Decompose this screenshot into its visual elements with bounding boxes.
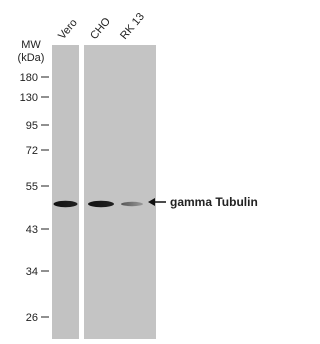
marker-label: 34 (26, 266, 38, 278)
marker-label: 43 (26, 224, 38, 236)
band (121, 202, 143, 206)
band (88, 201, 114, 207)
gel-panel (52, 45, 79, 339)
mw-label: MW (21, 39, 41, 51)
marker-label: 130 (20, 92, 38, 104)
marker-label: 180 (20, 72, 38, 84)
marker-label: 95 (26, 120, 38, 132)
blot-figure: Vero CHO RK 13 MW (kDa) 180 130 95 72 55 43 34… (0, 0, 277, 339)
marker-label: 72 (26, 145, 38, 157)
lane-label: CHO (88, 15, 113, 42)
marker-label: 26 (26, 312, 38, 324)
marker-label: 55 (26, 181, 38, 193)
lane-label: RK 13 (118, 11, 147, 42)
lane-label: Vero (56, 17, 80, 42)
band (54, 201, 78, 207)
mw-label: (kDa) (18, 52, 45, 64)
band-label: gamma Tubulin (170, 195, 258, 209)
gel-panel (84, 45, 156, 339)
